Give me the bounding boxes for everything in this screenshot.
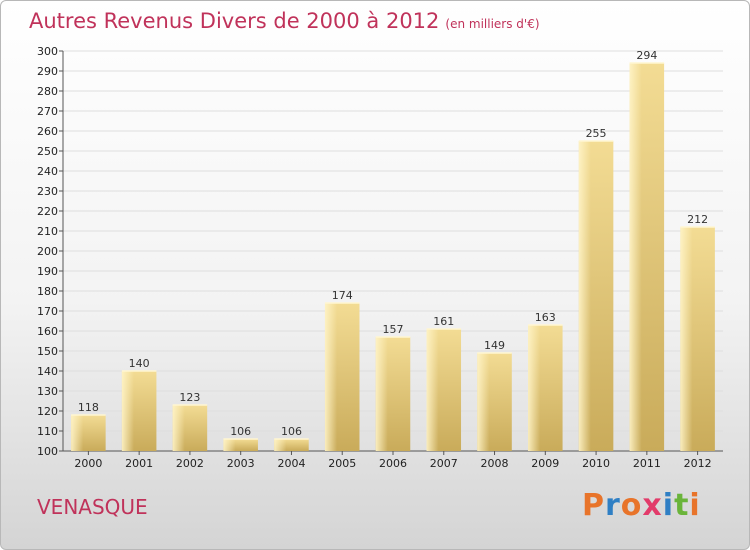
- value-label-2011: 294: [636, 49, 657, 62]
- bar-highlight-2003: [223, 439, 236, 451]
- x-tick-label-2005: 2005: [328, 457, 356, 470]
- x-tick-label-2012: 2012: [684, 457, 712, 470]
- y-tick-label: 270: [37, 105, 58, 118]
- y-tick-label: 120: [37, 405, 58, 418]
- value-label-2007: 161: [433, 315, 454, 328]
- x-tick-label-2009: 2009: [531, 457, 559, 470]
- y-tick-label: 300: [37, 45, 58, 58]
- x-tick-label-2010: 2010: [582, 457, 610, 470]
- bar-highlight-2006: [375, 337, 388, 451]
- value-label-2002: 123: [179, 391, 200, 404]
- x-tick-label-2011: 2011: [633, 457, 661, 470]
- y-tick-label: 220: [37, 205, 58, 218]
- y-tick-label: 170: [37, 305, 58, 318]
- x-tick-label-2001: 2001: [125, 457, 153, 470]
- logo-letter: x: [642, 488, 663, 523]
- y-tick-label: 290: [37, 65, 58, 78]
- bar-highlight-2009: [528, 325, 541, 451]
- y-tick-label: 140: [37, 365, 58, 378]
- logo-letter: t: [674, 488, 690, 523]
- bar-highlight-2007: [426, 329, 439, 451]
- logo-letter: i: [689, 488, 701, 523]
- x-tick-label-2000: 2000: [74, 457, 102, 470]
- value-label-2000: 118: [78, 401, 99, 414]
- logo-letter: P: [582, 488, 605, 523]
- x-tick-label-2003: 2003: [227, 457, 255, 470]
- y-tick-label: 160: [37, 325, 58, 338]
- x-tick-label-2007: 2007: [430, 457, 458, 470]
- y-tick-label: 200: [37, 245, 58, 258]
- bar-highlight-2001: [121, 371, 134, 451]
- y-tick-label: 180: [37, 285, 58, 298]
- bar-highlight-2012: [680, 227, 693, 451]
- bar-highlight-2002: [172, 405, 185, 451]
- bar-highlight-2011: [629, 63, 642, 451]
- value-label-2010: 255: [586, 127, 607, 140]
- y-tick-label: 240: [37, 165, 58, 178]
- y-tick-label: 190: [37, 265, 58, 278]
- bar-highlight-2005: [324, 303, 338, 451]
- x-tick-label-2002: 2002: [176, 457, 204, 470]
- title-unit: (en milliers d'€): [445, 17, 540, 31]
- value-label-2004: 106: [281, 425, 302, 438]
- value-label-2006: 157: [383, 323, 404, 336]
- bar-highlight-2008: [477, 353, 490, 451]
- value-label-2005: 174: [332, 289, 353, 302]
- y-tick-label: 230: [37, 185, 58, 198]
- y-tick-label: 110: [37, 425, 58, 438]
- x-tick-label-2006: 2006: [379, 457, 407, 470]
- logo-letter: r: [605, 488, 621, 523]
- labels-group: 100 110 120 130 140 150 160 170 180 190 200 210 220 2…: [37, 45, 712, 470]
- y-tick-label: 150: [37, 345, 58, 358]
- y-tick-label: 100: [37, 445, 58, 458]
- bar-highlight-2004: [274, 439, 287, 451]
- value-label-2003: 106: [230, 425, 251, 438]
- bars-group: [71, 62, 715, 451]
- value-label-2001: 140: [129, 357, 150, 370]
- y-tick-label: 250: [37, 145, 58, 158]
- x-tick-label-2004: 2004: [277, 457, 305, 470]
- city-name: VENASQUE: [37, 495, 148, 519]
- logo-letter: i: [662, 488, 675, 523]
- value-label-2008: 149: [484, 339, 505, 352]
- x-tick-label-2008: 2008: [481, 457, 509, 470]
- y-tick-label: 210: [37, 225, 58, 238]
- value-label-2009: 163: [535, 311, 556, 324]
- title-text: Autres Revenus Divers de 2000 à 2012: [29, 9, 440, 33]
- proxiti-logo[interactable]: Proxiti: [582, 488, 701, 523]
- chart-title: Autres Revenus Divers de 2000 à 2012 (en …: [29, 9, 540, 33]
- y-tick-label: 280: [37, 85, 58, 98]
- bar-highlight-2000: [71, 415, 84, 451]
- y-tick-label: 130: [37, 385, 58, 398]
- bar-highlight-2010: [578, 141, 591, 451]
- logo-letter: o: [620, 488, 643, 523]
- y-tick-label: 260: [37, 125, 58, 138]
- value-label-2012: 212: [687, 213, 708, 226]
